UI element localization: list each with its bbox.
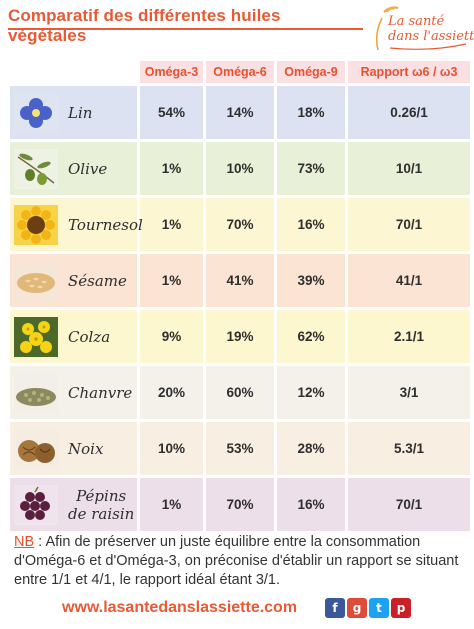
ratio-value: 70/1 xyxy=(348,198,470,251)
name-cell: Tournesol xyxy=(10,198,143,251)
omega6-value: 70% xyxy=(206,478,274,531)
plant-name: Tournesol xyxy=(68,215,143,234)
omega9-value: 16% xyxy=(277,478,345,531)
omega3-value: 9% xyxy=(140,310,203,363)
omega3-value: 20% xyxy=(140,366,203,419)
oil-comparison-table: Oméga-3 Oméga-6 Oméga-9 Rapport ω6 / ω3 … xyxy=(7,58,473,534)
name-cell: Chanvre xyxy=(10,366,137,419)
ratio-value: 0.26/1 xyxy=(348,86,470,139)
twitter-icon[interactable]: t xyxy=(369,598,389,618)
omega3-value: 1% xyxy=(140,478,203,531)
omega6-value: 53% xyxy=(206,422,274,475)
logo-text-line2: dans l'assiette xyxy=(388,29,474,44)
plant-name-line2: de raisin xyxy=(68,504,135,523)
omega6-value: 19% xyxy=(206,310,274,363)
title-underline xyxy=(8,28,363,30)
omega3-value: 10% xyxy=(140,422,203,475)
ratio-value: 2.1/1 xyxy=(348,310,470,363)
header-omega3: Oméga-3 xyxy=(140,61,203,83)
name-cell: Lin xyxy=(10,86,137,139)
name-cell: Noix xyxy=(10,422,137,475)
ratio-value: 70/1 xyxy=(348,478,470,531)
rapeseed-flower-icon xyxy=(14,316,58,357)
footnote-text: : Afin de préserver un juste équilibre e… xyxy=(14,534,459,588)
header-omega6: Oméga-6 xyxy=(206,61,274,83)
logo-text-line1: La santé xyxy=(388,14,445,29)
omega6-value: 60% xyxy=(206,366,274,419)
ratio-value: 3/1 xyxy=(348,366,470,419)
table-header-row: Oméga-3 Oméga-6 Oméga-9 Rapport ω6 / ω3 xyxy=(10,61,470,83)
plant-name: Sésame xyxy=(68,271,127,290)
omega3-value: 54% xyxy=(140,86,203,139)
plant-name: Olive xyxy=(68,159,108,178)
omega3-value: 1% xyxy=(140,142,203,195)
omega9-value: 12% xyxy=(277,366,345,419)
flax-flower-icon xyxy=(14,92,58,133)
table-row: Chanvre 20% 60% 12% 3/1 xyxy=(10,366,470,419)
omega9-value: 62% xyxy=(277,310,345,363)
omega9-value: 28% xyxy=(277,422,345,475)
table-row: Lin 54% 14% 18% 0.26/1 xyxy=(10,86,470,139)
omega9-value: 18% xyxy=(277,86,345,139)
table-row: Colza 9% 19% 62% 2.1/1 xyxy=(10,310,470,363)
ratio-value: 41/1 xyxy=(348,254,470,307)
name-cell: Sésame xyxy=(10,254,137,307)
header-empty xyxy=(10,61,137,83)
omega3-value: 1% xyxy=(140,198,203,251)
plant-name: Noix xyxy=(68,439,104,458)
grapes-icon xyxy=(14,484,58,525)
omega3-value: 1% xyxy=(140,254,203,307)
sunflower-icon xyxy=(14,204,58,245)
header-ratio: Rapport ω6 / ω3 xyxy=(348,61,470,83)
table-row: Pépins de raisin 1% 70% 16% 70/1 xyxy=(10,478,470,531)
header-omega9: Oméga-9 xyxy=(277,61,345,83)
ratio-value: 5.3/1 xyxy=(348,422,470,475)
sesame-seeds-icon xyxy=(14,260,58,301)
plant-name: Colza xyxy=(68,327,111,346)
name-cell: Olive xyxy=(10,142,137,195)
hemp-seeds-icon xyxy=(14,372,58,413)
table-row: Sésame 1% 41% 39% 41/1 xyxy=(10,254,470,307)
google-plus-icon[interactable]: g xyxy=(347,598,367,618)
name-cell: Colza xyxy=(10,310,137,363)
plant-name-line1: Pépins xyxy=(76,486,127,505)
ratio-value: 10/1 xyxy=(348,142,470,195)
olive-branch-icon xyxy=(14,148,58,189)
name-cell: Pépins de raisin xyxy=(10,478,137,531)
omega9-value: 73% xyxy=(277,142,345,195)
footnote-label: NB xyxy=(14,534,35,550)
table-row: Tournesol 1% 70% 16% 70/1 xyxy=(10,198,470,251)
website-link[interactable]: www.lasantedanslassiette.com xyxy=(62,599,298,616)
page-title: Comparatif des différentes huiles végéta… xyxy=(8,6,281,45)
omega6-value: 70% xyxy=(206,198,274,251)
wheat-icon xyxy=(375,6,467,51)
omega6-value: 41% xyxy=(206,254,274,307)
plant-name: Pépins de raisin xyxy=(68,487,134,523)
omega9-value: 39% xyxy=(277,254,345,307)
table-row: Olive 1% 10% 73% 10/1 xyxy=(10,142,470,195)
table-row: Noix 10% 53% 28% 5.3/1 xyxy=(10,422,470,475)
pinterest-icon[interactable]: p xyxy=(391,598,411,618)
social-links: f g t p xyxy=(325,598,411,618)
facebook-icon[interactable]: f xyxy=(325,598,345,618)
omega6-value: 10% xyxy=(206,142,274,195)
omega6-value: 14% xyxy=(206,86,274,139)
footnote: NB : Afin de préserver un juste équilibr… xyxy=(14,533,466,590)
plant-name: Chanvre xyxy=(68,383,133,402)
plant-name: Lin xyxy=(68,103,93,122)
omega9-value: 16% xyxy=(277,198,345,251)
site-logo[interactable]: La santé dans l'assiette xyxy=(370,4,474,54)
walnut-icon xyxy=(14,428,58,469)
